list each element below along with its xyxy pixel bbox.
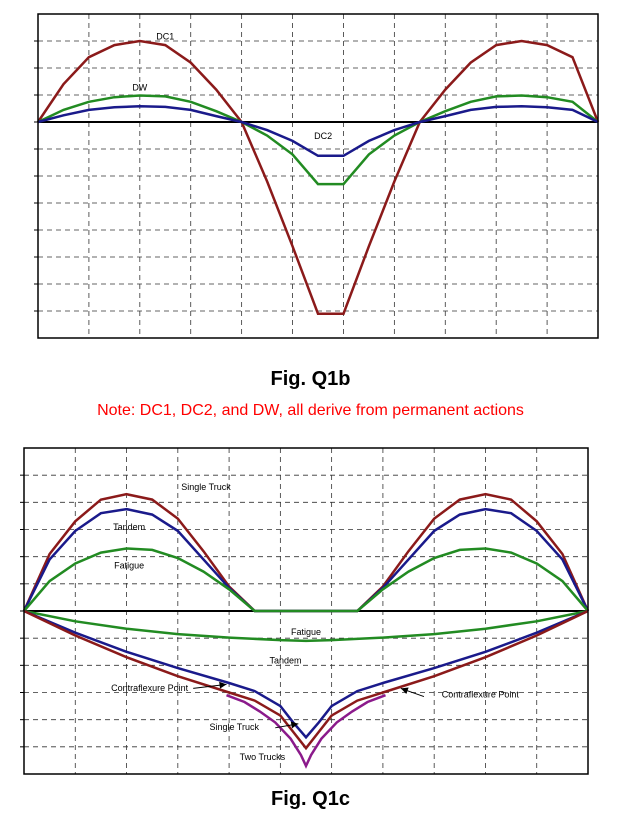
chart2-frame bbox=[23, 447, 589, 775]
series-line-single-truck-5 bbox=[23, 609, 589, 751]
chart2-series-group bbox=[22, 492, 590, 769]
chart2-grid bbox=[20, 448, 588, 774]
annotation-arrow-head bbox=[400, 687, 409, 695]
chart2-annotations bbox=[193, 681, 425, 729]
series-line-dc1-0 bbox=[36, 39, 600, 315]
label-contraflexure-point: Contraflexure Point bbox=[111, 683, 189, 693]
label-fatigue: Fatigue bbox=[291, 627, 321, 637]
annotation-arrow-head bbox=[290, 721, 299, 729]
label-two-trucks: Two Trucks bbox=[240, 752, 286, 762]
label-tandem: Tandem bbox=[269, 656, 301, 666]
series-line-fatigue-2 bbox=[23, 547, 589, 613]
chart1-labels: DC1 DW DC2 bbox=[132, 31, 332, 141]
chart1-grid bbox=[34, 14, 598, 338]
label-dc1: DC1 bbox=[156, 31, 174, 41]
figure-q1c-chart: Single Truck Tandem Fatigue Fatigue Tandem Co… bbox=[20, 447, 590, 775]
label-fatigue: Fatigue bbox=[114, 561, 144, 571]
chart1-series-group bbox=[36, 39, 600, 315]
series-line-tandem-1 bbox=[22, 507, 590, 613]
series-line-two-trucks-6 bbox=[226, 694, 386, 769]
label-single-truck: Single Truck bbox=[181, 482, 231, 492]
annotation-arrow-head bbox=[219, 681, 227, 689]
chart2-labels: Single Truck Tandem Fatigue Fatigue Tandem Co… bbox=[111, 482, 519, 762]
chart1-frame bbox=[37, 13, 599, 339]
permanent-actions-note: Note: DC1, DC2, and DW, all derive from … bbox=[97, 402, 524, 419]
series-line-dw-1 bbox=[37, 94, 599, 186]
series-line-tandem-4 bbox=[23, 609, 589, 740]
figure-q1b-caption: Fig. Q1b bbox=[270, 368, 351, 390]
label-single-truck: Single Truck bbox=[209, 722, 259, 732]
figure-q1c-caption: Fig. Q1c bbox=[271, 788, 350, 810]
figure-q1b-chart: DC1 DW DC2 bbox=[34, 13, 600, 339]
series-line-fatigue-3 bbox=[23, 609, 589, 643]
series-line-dc2-2 bbox=[37, 105, 599, 158]
label-dw: DW bbox=[132, 83, 147, 93]
label-dc2: DC2 bbox=[314, 131, 332, 141]
label-tandem: Tandem bbox=[113, 522, 145, 532]
label-contraflexure-point: Contraflexure Point bbox=[442, 690, 520, 700]
